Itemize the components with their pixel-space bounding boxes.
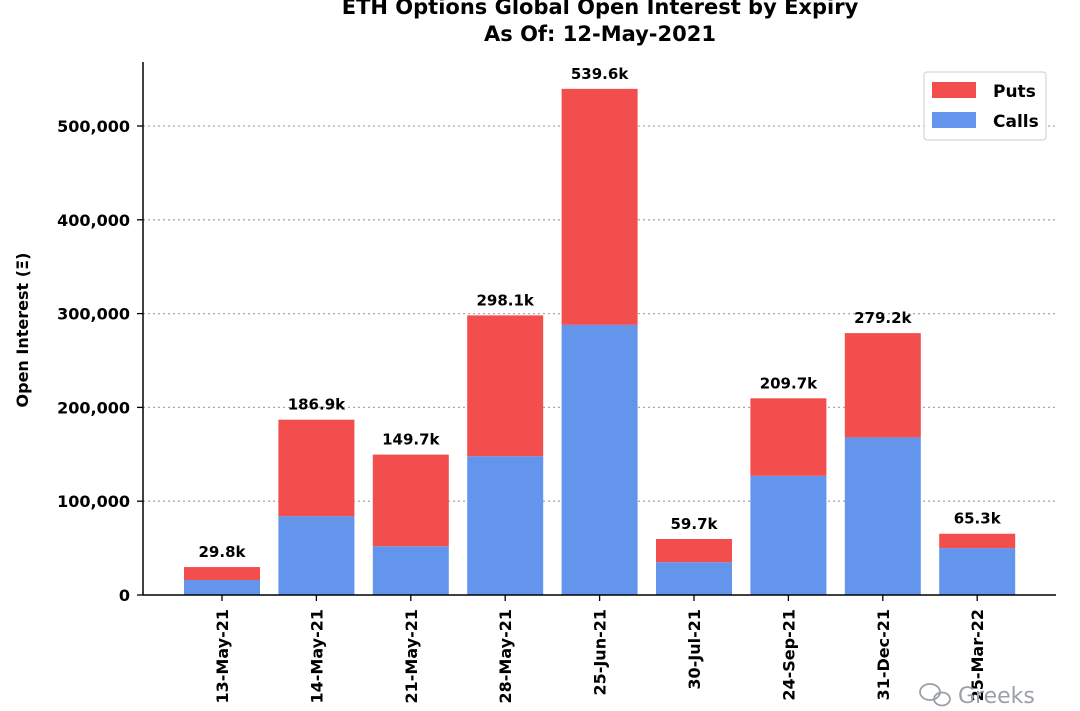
x-tick-label: 31-Dec-21: [874, 609, 893, 700]
y-axis-label: Open Interest (Ξ): [13, 253, 32, 408]
legend-swatch: [932, 112, 976, 128]
bar-calls: [278, 516, 355, 595]
bar-calls: [844, 437, 921, 595]
watermark: Greeks: [919, 683, 1035, 709]
bar-calls: [750, 475, 827, 595]
x-tick-label: 14-May-21: [307, 609, 326, 703]
chart-subtitle: As Of: 12-May-2021: [484, 22, 716, 46]
bar-puts: [561, 88, 638, 325]
y-tick-label: 400,000: [57, 211, 130, 230]
bar-puts: [278, 419, 355, 517]
data-label: 59.7k: [671, 515, 719, 533]
data-label: 29.8k: [199, 543, 247, 561]
y-tick-label: 500,000: [57, 117, 130, 136]
bar-calls: [184, 579, 260, 595]
y-axis: 0 100,000 200,000 300,000 400,000 500,000: [57, 62, 144, 605]
x-tick-label: 28-May-21: [496, 609, 515, 703]
data-label: 65.3k: [954, 510, 1002, 528]
bar-puts: [372, 454, 449, 547]
legend: Puts Calls: [923, 71, 1047, 141]
x-tick-label: 24-Sep-21: [779, 609, 798, 701]
data-label: 279.2k: [854, 309, 912, 327]
y-tick-label: 300,000: [57, 305, 130, 324]
data-label: 298.1k: [476, 291, 534, 309]
y-tick-label: 100,000: [57, 492, 130, 511]
chart-title: ETH Options Global Open Interest by Expi…: [342, 0, 859, 19]
bar-puts: [656, 539, 732, 563]
legend-label: Calls: [993, 112, 1039, 132]
data-label: 186.9k: [288, 396, 346, 414]
bar-calls: [467, 456, 544, 595]
bar-puts: [467, 315, 544, 457]
data-label: 539.6k: [571, 65, 629, 83]
x-tick-label: 21-May-21: [402, 609, 421, 703]
legend-swatch: [932, 82, 976, 98]
bar-calls: [372, 546, 449, 595]
y-tick-label: 0: [119, 586, 130, 605]
data-labels: 29.8k 186.9k 149.7k 298.1k 539.6k 59.7k 209.7k…: [199, 65, 1002, 561]
x-tick-label: 30-Jul-21: [685, 609, 704, 690]
x-tick-label: 25-Mar-22: [968, 609, 987, 701]
data-label: 149.7k: [382, 431, 440, 449]
bar-puts: [750, 398, 827, 476]
watermark-text: Greeks: [958, 684, 1035, 709]
x-tick-label: 25-Jun-21: [591, 609, 610, 696]
legend-label: Puts: [993, 82, 1036, 102]
bar-calls: [656, 562, 732, 595]
bar-calls: [561, 324, 638, 595]
bar-puts: [844, 333, 921, 438]
x-axis: 13-May-21 14-May-21 21-May-21 28-May-21 25-J…: [143, 594, 1056, 703]
y-tick-label: 200,000: [57, 398, 130, 417]
bar-puts: [939, 533, 1016, 549]
wechat-icon: [919, 683, 951, 707]
bar-calls: [939, 548, 1016, 595]
bar-puts: [184, 567, 260, 580]
bars: [184, 88, 1016, 595]
data-label: 209.7k: [760, 374, 818, 392]
x-tick-label: 13-May-21: [213, 609, 232, 703]
